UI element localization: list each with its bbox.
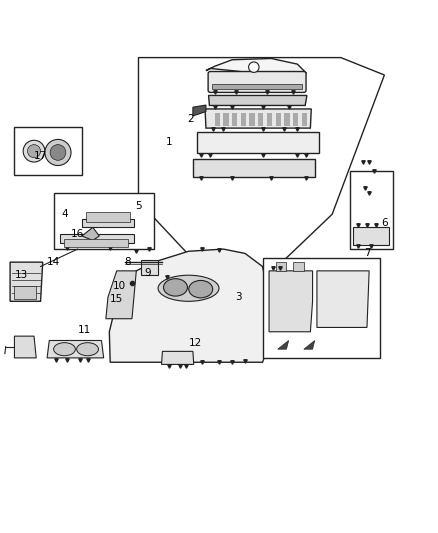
Bar	[302, 114, 307, 126]
Bar	[14, 286, 36, 299]
Bar	[64, 239, 127, 247]
Text: 8: 8	[124, 257, 131, 267]
Bar	[53, 192, 154, 249]
Bar	[86, 212, 130, 222]
Text: 2: 2	[187, 114, 194, 124]
Bar	[262, 258, 380, 358]
Polygon shape	[106, 271, 136, 319]
Bar	[232, 114, 237, 126]
Polygon shape	[353, 228, 389, 245]
Bar	[14, 127, 82, 175]
Polygon shape	[205, 109, 311, 128]
Polygon shape	[60, 234, 134, 243]
Bar	[258, 114, 263, 126]
Bar	[267, 114, 272, 126]
Bar	[276, 114, 281, 126]
Circle shape	[249, 62, 259, 72]
Ellipse shape	[77, 343, 99, 356]
Polygon shape	[193, 158, 315, 177]
Polygon shape	[82, 219, 134, 228]
Bar	[284, 114, 290, 126]
Polygon shape	[269, 271, 313, 332]
Polygon shape	[304, 341, 315, 349]
Bar	[141, 260, 158, 275]
Text: 16: 16	[71, 229, 84, 239]
Polygon shape	[276, 262, 286, 271]
Bar	[212, 84, 302, 89]
Text: 13: 13	[14, 270, 28, 280]
Text: 12: 12	[188, 338, 201, 348]
Ellipse shape	[189, 280, 213, 298]
Bar	[241, 114, 246, 126]
Text: 4: 4	[61, 209, 68, 219]
FancyBboxPatch shape	[208, 71, 306, 92]
Polygon shape	[278, 341, 289, 349]
Bar	[250, 114, 254, 126]
Text: 14: 14	[47, 257, 60, 267]
Circle shape	[28, 144, 41, 158]
Text: 10: 10	[112, 281, 125, 291]
Polygon shape	[206, 59, 306, 79]
Text: 7: 7	[364, 248, 370, 259]
Text: 15: 15	[110, 294, 124, 304]
Polygon shape	[14, 336, 36, 358]
Ellipse shape	[158, 275, 219, 301]
Circle shape	[45, 140, 71, 166]
Bar	[223, 114, 229, 126]
Bar	[350, 171, 393, 249]
Bar	[293, 114, 298, 126]
Polygon shape	[110, 249, 271, 362]
Circle shape	[23, 140, 45, 162]
Circle shape	[50, 144, 66, 160]
Text: 17: 17	[34, 150, 47, 160]
Bar	[215, 114, 220, 126]
Ellipse shape	[163, 279, 187, 296]
Text: 11: 11	[78, 325, 91, 335]
Polygon shape	[82, 228, 99, 240]
Text: 6: 6	[381, 218, 388, 228]
Text: 1: 1	[166, 138, 172, 148]
Text: 3: 3	[235, 292, 242, 302]
Text: 5: 5	[135, 200, 142, 211]
Polygon shape	[162, 351, 194, 365]
Polygon shape	[197, 133, 319, 154]
Polygon shape	[47, 341, 104, 358]
Ellipse shape	[53, 343, 75, 356]
Polygon shape	[193, 105, 206, 116]
Polygon shape	[317, 271, 369, 327]
Text: 9: 9	[144, 268, 151, 278]
Polygon shape	[293, 262, 304, 271]
Polygon shape	[10, 262, 43, 301]
Polygon shape	[208, 95, 307, 106]
